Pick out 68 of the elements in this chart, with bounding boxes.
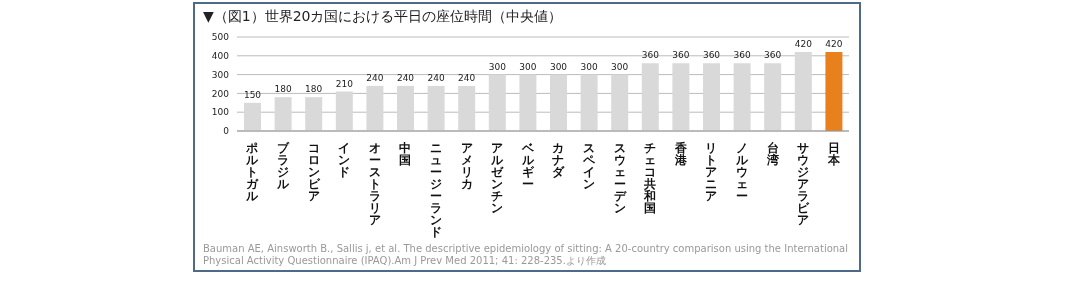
x-tick-label: スペイン <box>581 141 596 191</box>
bar <box>458 85 476 131</box>
chart-title: ▼（図1）世界20カ国における平日の座位時間（中央値） <box>203 7 564 25</box>
x-tick-label: サウジアラビア <box>797 141 811 227</box>
data-label: 300 <box>549 61 568 72</box>
x-tick-label: ノルウェー <box>734 141 749 203</box>
data-label: 210 <box>335 78 354 89</box>
x-tick-label: 台湾 <box>765 141 779 167</box>
x-tick-label: リトアニア <box>705 141 718 203</box>
data-label: 360 <box>672 50 690 61</box>
bar <box>672 63 690 131</box>
data-label: 360 <box>764 50 782 61</box>
bar <box>764 63 782 131</box>
x-tick-label: アメリカ <box>460 141 473 191</box>
x-tick-label: カナダ <box>552 141 566 179</box>
bar <box>305 97 323 131</box>
data-label: 360 <box>702 50 721 61</box>
bar <box>335 91 353 131</box>
bar <box>274 97 292 131</box>
data-label: 360 <box>733 50 751 61</box>
y-tick-label: 100 <box>211 107 230 118</box>
x-tick-label: チェコ共和国 <box>643 141 657 215</box>
bar <box>794 52 812 131</box>
x-tick-label: 中国 <box>399 141 412 167</box>
x-tick-label: コロンビア <box>307 141 321 203</box>
y-tick-label: 400 <box>211 50 230 61</box>
data-label: 360 <box>641 50 660 61</box>
bar <box>611 74 629 131</box>
bar <box>397 85 414 131</box>
data-label: 240 <box>366 72 384 83</box>
x-tick-label: ブラジル <box>275 141 290 191</box>
bar <box>641 63 659 131</box>
data-label: 150 <box>243 89 262 100</box>
bar <box>519 74 537 131</box>
data-label: 240 <box>458 72 476 83</box>
y-tick-label: 200 <box>211 88 230 99</box>
x-tick-label: 日本 <box>826 141 841 167</box>
data-label: 300 <box>488 61 507 72</box>
bar <box>244 102 261 131</box>
x-tick-label: スウェーデン <box>613 141 627 215</box>
y-tick-label: 500 <box>211 32 230 43</box>
data-label: 180 <box>305 84 323 95</box>
bar <box>427 85 445 131</box>
x-tick-label: インド <box>338 141 351 179</box>
bar <box>488 74 506 131</box>
x-tick-label: ニュージーランド <box>429 141 442 239</box>
bar <box>580 74 598 131</box>
data-label: 420 <box>825 39 843 50</box>
data-label: 420 <box>794 39 813 50</box>
bar <box>550 74 567 131</box>
data-label: 300 <box>580 61 598 72</box>
x-tick-label: ベルギー <box>520 141 535 191</box>
bar <box>825 52 843 131</box>
data-label: 240 <box>427 72 445 83</box>
data-label: 300 <box>519 61 537 72</box>
x-tick-label: アルゼンチン <box>490 141 505 215</box>
bar <box>703 63 720 131</box>
y-tick-label: 300 <box>211 69 230 80</box>
text: Bauman AE, Ainsworth B., Sallis j, et al. The descriptive epidemiology of sitting: A 20-country comparison using the International Physical Activity Questionnaire (IPAQ).Am J Prev Med 2011; 41: 228-235.より作成 <box>203 243 850 267</box>
y-tick-label: 0 <box>223 126 230 137</box>
data-label: 180 <box>274 84 292 95</box>
bar <box>733 63 751 131</box>
x-tick-label: オーストラリア <box>368 141 381 227</box>
x-tick-label: 香港 <box>673 141 688 167</box>
data-label: 300 <box>611 61 629 72</box>
x-tick-label: ポルトガル <box>245 141 260 203</box>
data-label: 240 <box>396 72 415 83</box>
bar <box>366 85 384 131</box>
